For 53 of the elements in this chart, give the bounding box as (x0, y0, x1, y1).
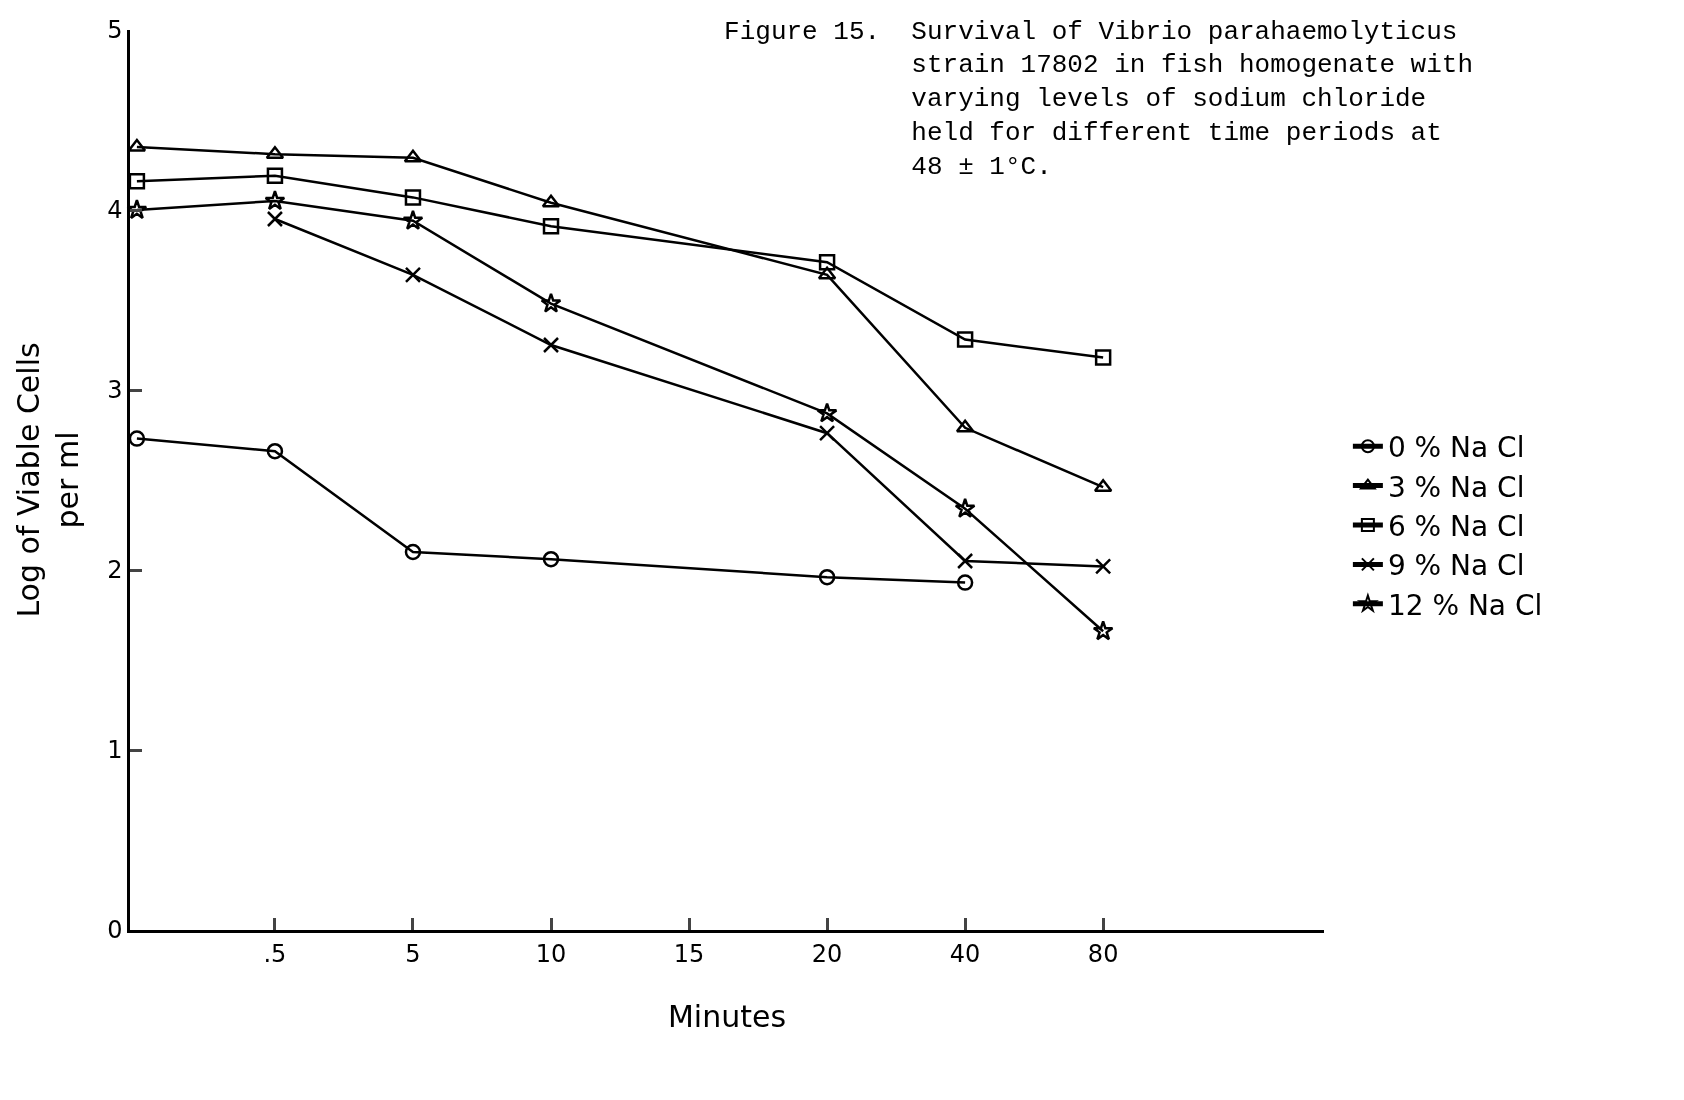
y-tick-label: 1 (107, 736, 123, 765)
point (1094, 349, 1112, 366)
point (541, 194, 561, 208)
x-tick-label: 15 (673, 939, 705, 968)
y-tick-label: 3 (107, 376, 123, 405)
point (404, 543, 422, 561)
point (1094, 558, 1112, 575)
legend-label: 12 % Na Cl (1387, 588, 1543, 622)
legend-label: 9 % Na Cl (1387, 549, 1525, 583)
point (404, 189, 422, 206)
point (128, 172, 146, 190)
point (402, 209, 424, 230)
point (266, 210, 284, 228)
point (264, 189, 286, 211)
point (266, 442, 284, 460)
point (817, 266, 837, 280)
point (266, 167, 284, 185)
x-tick-label: 80 (1087, 939, 1119, 968)
x-tick-label: .5 (263, 939, 287, 968)
point (127, 138, 147, 152)
point (818, 568, 836, 586)
x-axis-title: Minutes (667, 999, 787, 1035)
point (542, 550, 560, 568)
point (954, 497, 976, 518)
point (1092, 620, 1114, 641)
point (542, 217, 560, 235)
y-tick-label: 5 (107, 16, 123, 45)
x-tick-label: 20 (811, 939, 843, 968)
point (540, 292, 562, 313)
legend-label: 3 % Na Cl (1387, 470, 1525, 504)
point (816, 402, 838, 423)
legend-label: 6 % Na Cl (1387, 509, 1525, 543)
x-tick-label: 10 (535, 939, 567, 968)
x-tick-label: 5 (405, 939, 421, 968)
point (956, 552, 974, 570)
point (404, 266, 422, 284)
point (403, 149, 423, 163)
y-tick-label: 4 (107, 196, 123, 225)
point (818, 253, 836, 271)
point (128, 430, 146, 447)
point (542, 336, 560, 354)
point (956, 574, 974, 591)
y-tick-label: 0 (107, 916, 123, 945)
y-axis-title: Log of Viable Cells per ml (11, 342, 86, 618)
text: Figure 15. Survival of Vibrio parahaemolyticus strain 17802 in fish homogenate with varying levels of sodium chloride held for different time periods at 48 ± 1°C. (724, 16, 1474, 182)
point (818, 424, 836, 442)
point (956, 331, 974, 348)
y-tick-label: 2 (107, 556, 123, 585)
legend-label: 0 % Na Cl (1387, 431, 1525, 465)
point (1093, 478, 1113, 492)
x-tick-label: 40 (949, 939, 981, 968)
point (955, 419, 975, 433)
point (265, 145, 285, 159)
